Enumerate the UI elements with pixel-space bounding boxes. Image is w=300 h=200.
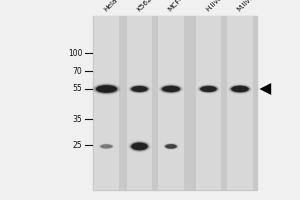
Ellipse shape	[94, 84, 119, 94]
Ellipse shape	[161, 86, 181, 92]
Ellipse shape	[230, 85, 250, 93]
Bar	[94, 16, 119, 190]
Ellipse shape	[200, 86, 217, 92]
Ellipse shape	[100, 144, 112, 148]
Bar	[158, 16, 184, 190]
Ellipse shape	[160, 84, 182, 94]
Polygon shape	[260, 83, 271, 95]
Text: M.liver: M.liver	[236, 0, 257, 13]
Ellipse shape	[95, 85, 118, 93]
Ellipse shape	[130, 85, 149, 93]
Bar	[227, 16, 253, 190]
Ellipse shape	[129, 85, 150, 93]
Ellipse shape	[230, 85, 250, 93]
Ellipse shape	[96, 85, 117, 93]
Ellipse shape	[93, 84, 120, 94]
Ellipse shape	[162, 86, 180, 92]
Text: 100: 100	[68, 48, 83, 58]
Ellipse shape	[131, 143, 148, 150]
Ellipse shape	[165, 144, 177, 149]
Ellipse shape	[130, 85, 149, 93]
Ellipse shape	[231, 86, 249, 92]
Text: MCF-7: MCF-7	[167, 0, 187, 13]
Text: 35: 35	[73, 114, 82, 123]
Ellipse shape	[129, 141, 150, 152]
Ellipse shape	[162, 86, 180, 92]
Ellipse shape	[165, 144, 177, 149]
Ellipse shape	[131, 86, 148, 92]
Ellipse shape	[231, 86, 249, 92]
Ellipse shape	[131, 142, 148, 151]
Ellipse shape	[200, 86, 217, 92]
Ellipse shape	[200, 86, 217, 92]
Ellipse shape	[160, 85, 182, 93]
Ellipse shape	[129, 85, 150, 93]
Ellipse shape	[164, 143, 178, 149]
Ellipse shape	[231, 86, 249, 92]
Ellipse shape	[165, 144, 177, 149]
Ellipse shape	[198, 85, 219, 93]
Ellipse shape	[230, 85, 250, 93]
Ellipse shape	[130, 142, 149, 151]
Ellipse shape	[129, 141, 150, 152]
Ellipse shape	[100, 144, 112, 148]
Text: 25: 25	[73, 140, 82, 149]
Bar	[196, 16, 221, 190]
Ellipse shape	[94, 84, 119, 94]
Ellipse shape	[96, 85, 117, 93]
Ellipse shape	[161, 85, 181, 93]
Text: 70: 70	[73, 66, 82, 75]
Ellipse shape	[198, 85, 219, 93]
Ellipse shape	[160, 85, 182, 93]
Ellipse shape	[130, 142, 149, 151]
Text: 55: 55	[73, 84, 82, 93]
Text: H.liver: H.liver	[204, 0, 225, 13]
Ellipse shape	[229, 84, 251, 94]
Ellipse shape	[100, 144, 113, 149]
Ellipse shape	[199, 85, 218, 93]
Bar	[127, 16, 152, 190]
Ellipse shape	[100, 144, 113, 149]
Ellipse shape	[164, 144, 178, 149]
Ellipse shape	[131, 86, 148, 92]
Ellipse shape	[95, 85, 118, 93]
Text: K562: K562	[135, 0, 153, 13]
Ellipse shape	[199, 85, 218, 93]
Ellipse shape	[131, 86, 148, 92]
Ellipse shape	[165, 144, 177, 149]
Ellipse shape	[131, 143, 148, 150]
Text: Hela: Hela	[102, 0, 118, 13]
